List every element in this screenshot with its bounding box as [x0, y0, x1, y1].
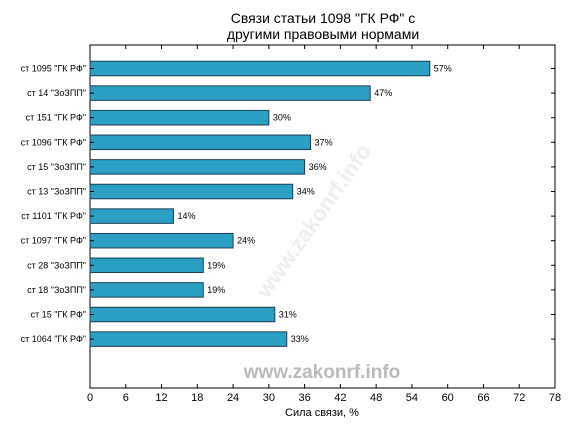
chart-title-line-1: Связи статьи 1098 "ГК РФ" с — [231, 10, 416, 26]
x-tick-label: 42 — [334, 392, 346, 404]
category-label: ст 18 "ЗоЗПП" — [27, 285, 86, 295]
data-label: 30% — [273, 113, 291, 123]
category-label: ст 1096 "ГК РФ" — [21, 137, 86, 147]
watermark-text: www.zakonrf.info — [243, 362, 401, 383]
bar — [89, 109, 270, 126]
x-tick-label: 0 — [87, 392, 93, 404]
bar — [89, 183, 294, 200]
data-label: 36% — [309, 162, 327, 172]
x-tick-label: 30 — [263, 392, 275, 404]
data-label: 47% — [374, 88, 392, 98]
category-label: ст 1101 "ГК РФ" — [21, 211, 86, 221]
bar — [89, 331, 288, 347]
chart-title-line-2: другими правовыми нормами — [227, 26, 419, 42]
category-label: ст 1064 "ГК РФ" — [21, 334, 86, 344]
category-label: ст 151 "ГК РФ" — [26, 113, 86, 123]
x-tick-label: 60 — [442, 392, 454, 404]
bar — [89, 257, 204, 274]
bar — [89, 159, 306, 175]
bar — [89, 208, 174, 224]
x-axis-ticks: 0 6 12 18 24 30 36 42 48 54 60 66 72 78 — [87, 45, 561, 404]
x-tick-label: 72 — [513, 392, 525, 404]
data-label: 19% — [207, 260, 225, 270]
x-tick-label: 66 — [477, 392, 489, 404]
bar — [89, 85, 371, 101]
x-axis-label: Сила связи, % — [285, 407, 359, 419]
bar — [89, 282, 204, 298]
bar — [89, 306, 276, 323]
bar — [89, 134, 312, 151]
data-label: 31% — [279, 310, 297, 320]
x-tick-label: 48 — [370, 392, 382, 404]
category-label: ст 14 "ЗоЗПП" — [27, 88, 86, 98]
x-tick-label: 24 — [227, 392, 239, 404]
category-label: ст 1097 "ГК РФ" — [21, 236, 86, 246]
data-label: 24% — [237, 236, 255, 246]
data-label: 37% — [315, 137, 333, 147]
x-tick-label: 36 — [298, 392, 310, 404]
data-label: 19% — [207, 285, 225, 295]
data-label: 34% — [297, 187, 315, 197]
category-label: ст 1095 "ГК РФ" — [21, 64, 86, 74]
x-tick-label: 54 — [406, 392, 418, 404]
x-tick-label: 12 — [155, 392, 167, 404]
category-label: ст 13 "ЗоЗПП" — [27, 187, 86, 197]
data-label: 33% — [291, 334, 309, 344]
bars-layer: 57% 47% 30% 37% 36% 34% 14% 24% 19% 19% 31% 33% — [89, 60, 452, 347]
bar — [89, 232, 234, 249]
category-label: ст 15 "ГК РФ" — [31, 310, 86, 320]
category-label: ст 15 "ЗоЗПП" — [27, 162, 86, 172]
data-label: 57% — [434, 64, 452, 74]
x-tick-label: 78 — [549, 392, 561, 404]
category-label: ст 28 "ЗоЗПП" — [27, 260, 86, 270]
bar — [89, 60, 431, 77]
data-label: 14% — [177, 211, 195, 221]
x-tick-label: 6 — [123, 392, 129, 404]
category-labels: ст 1095 "ГК РФ" ст 14 "ЗоЗПП" ст 151 "ГК Р… — [21, 64, 555, 344]
x-tick-label: 18 — [191, 392, 203, 404]
